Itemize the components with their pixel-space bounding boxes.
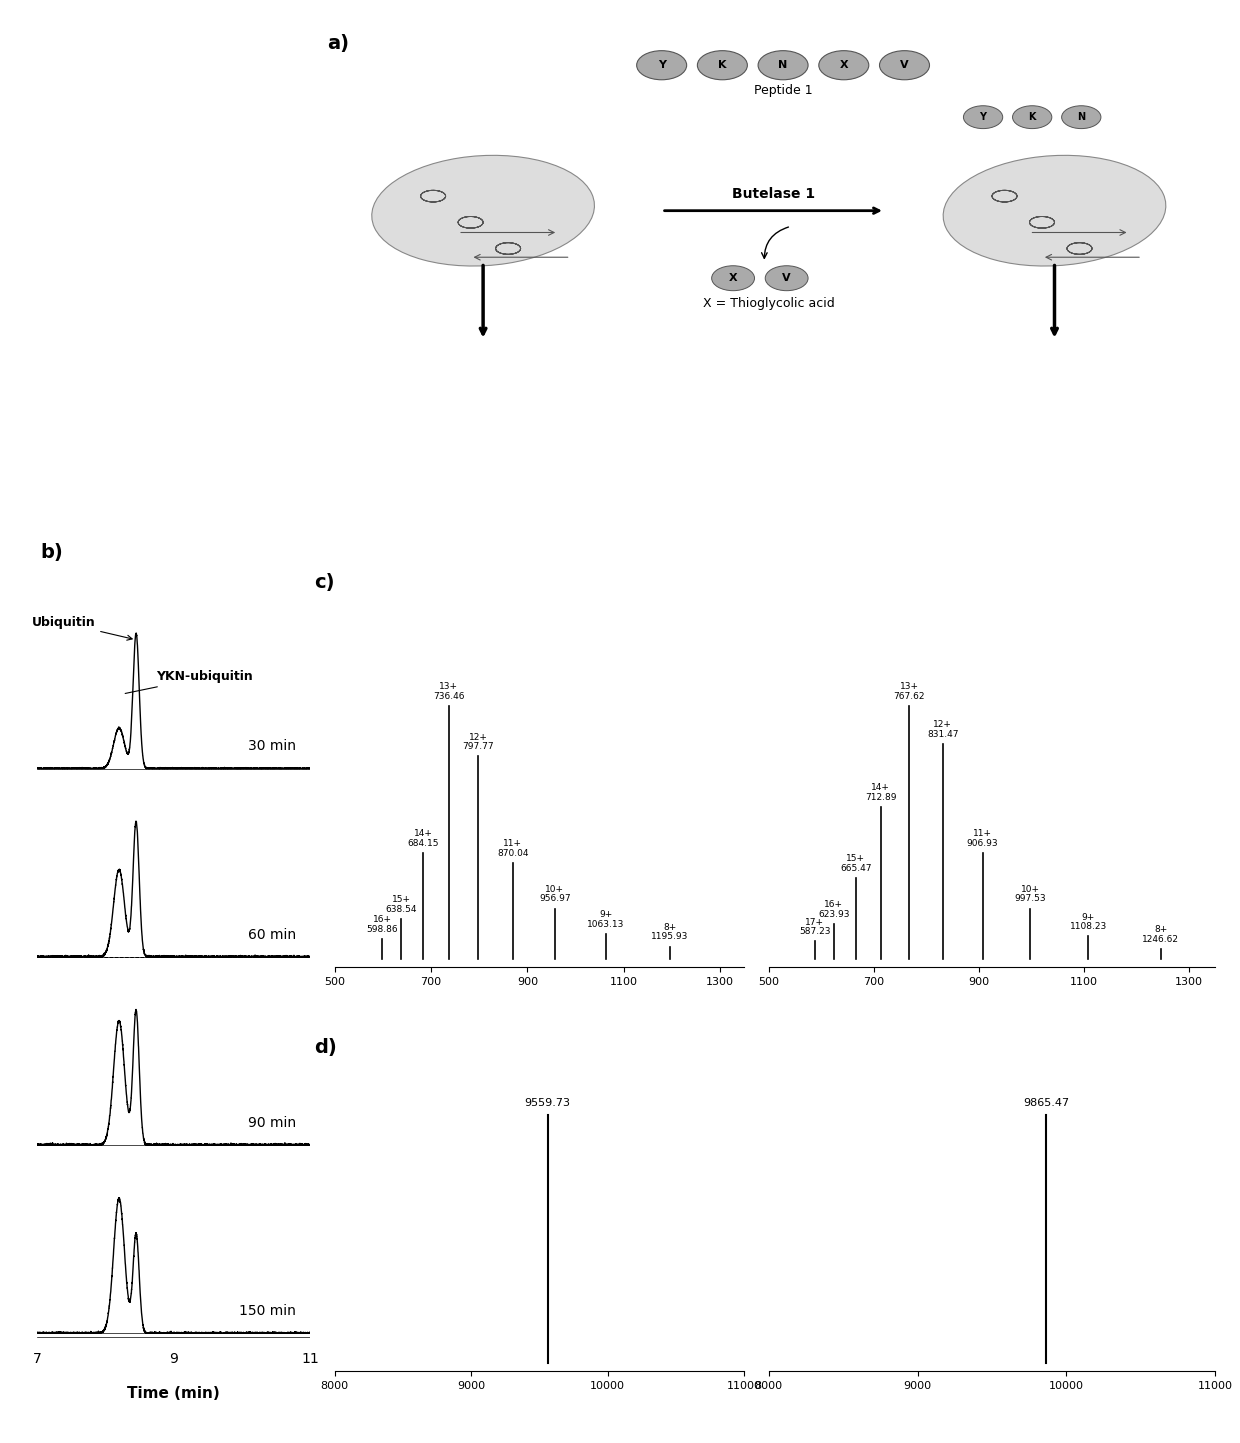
Text: 7: 7 <box>32 1352 42 1367</box>
Text: 15+
638.54: 15+ 638.54 <box>386 895 417 913</box>
Circle shape <box>1061 105 1101 128</box>
Text: 11+
906.93: 11+ 906.93 <box>967 828 998 847</box>
Text: V: V <box>782 273 791 283</box>
Text: 16+
623.93: 16+ 623.93 <box>818 900 849 919</box>
Text: Y: Y <box>657 61 666 71</box>
Text: 9865.47: 9865.47 <box>1023 1098 1069 1108</box>
Text: Y: Y <box>980 113 987 123</box>
Text: b): b) <box>41 543 63 561</box>
Text: 10+
997.53: 10+ 997.53 <box>1014 885 1045 903</box>
Circle shape <box>1013 105 1052 128</box>
Text: 9559.73: 9559.73 <box>525 1098 570 1108</box>
Text: 90 min: 90 min <box>248 1115 296 1130</box>
Text: 13+
736.46: 13+ 736.46 <box>433 683 465 701</box>
Circle shape <box>697 51 748 79</box>
Text: 13+
767.62: 13+ 767.62 <box>894 683 925 701</box>
Text: N: N <box>1078 113 1085 123</box>
Text: 12+
831.47: 12+ 831.47 <box>928 720 959 739</box>
Text: Time (min): Time (min) <box>128 1385 219 1401</box>
Circle shape <box>879 51 930 79</box>
Text: 15+
665.47: 15+ 665.47 <box>839 854 872 873</box>
Circle shape <box>758 51 808 79</box>
Text: 9+
1108.23: 9+ 1108.23 <box>1070 912 1107 931</box>
Text: 16+
598.86: 16+ 598.86 <box>367 915 398 934</box>
Circle shape <box>712 266 754 290</box>
Text: V: V <box>900 61 909 71</box>
Text: K: K <box>1028 113 1035 123</box>
Circle shape <box>963 105 1003 128</box>
Text: 14+
712.89: 14+ 712.89 <box>864 784 897 802</box>
Text: c): c) <box>315 573 335 592</box>
Text: 12+
797.77: 12+ 797.77 <box>463 733 494 752</box>
Text: 9+
1063.13: 9+ 1063.13 <box>588 911 625 929</box>
Text: 17+
587.23: 17+ 587.23 <box>799 918 831 937</box>
Text: 150 min: 150 min <box>239 1304 296 1317</box>
Text: K: K <box>718 61 727 71</box>
Text: X: X <box>839 61 848 71</box>
Ellipse shape <box>372 156 594 266</box>
Ellipse shape <box>944 156 1166 266</box>
Text: 8+
1195.93: 8+ 1195.93 <box>651 922 688 941</box>
Text: 11: 11 <box>301 1352 319 1367</box>
Text: 9: 9 <box>169 1352 179 1367</box>
Text: a): a) <box>327 35 348 53</box>
Text: 60 min: 60 min <box>248 928 296 942</box>
Text: Ubiquitin: Ubiquitin <box>31 616 133 641</box>
Circle shape <box>636 51 687 79</box>
Text: X = Thioglycolic acid: X = Thioglycolic acid <box>703 297 835 310</box>
Circle shape <box>765 266 808 290</box>
Text: Butelase 1: Butelase 1 <box>732 186 815 201</box>
Text: 11+
870.04: 11+ 870.04 <box>497 840 528 857</box>
Text: 14+
684.15: 14+ 684.15 <box>408 828 439 847</box>
Text: 10+
956.97: 10+ 956.97 <box>539 885 570 903</box>
Text: X: X <box>729 273 738 283</box>
Text: Peptide 1: Peptide 1 <box>754 84 812 97</box>
Text: d): d) <box>315 1038 337 1056</box>
Circle shape <box>818 51 869 79</box>
Text: 8+
1246.62: 8+ 1246.62 <box>1142 925 1179 944</box>
Text: 30 min: 30 min <box>248 739 296 753</box>
Text: N: N <box>779 61 787 71</box>
Text: YKN-ubiquitin: YKN-ubiquitin <box>125 671 253 694</box>
